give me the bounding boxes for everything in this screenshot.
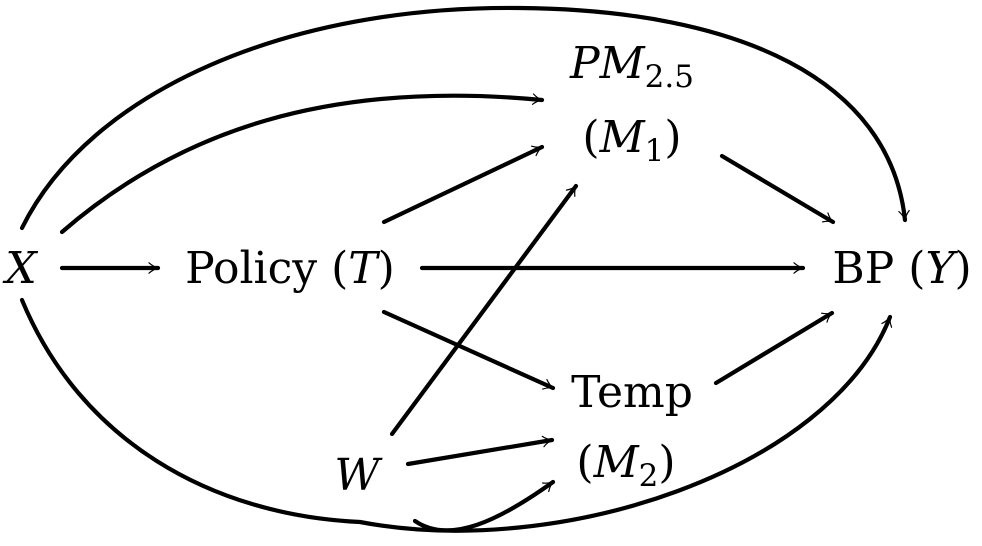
node-w: W <box>334 450 383 501</box>
edge-w-to-pm25 <box>389 183 579 437</box>
policy-name: Policy <box>185 243 317 294</box>
node-pm25: PM2.5 (M1) <box>569 38 694 169</box>
pm25-open-paren: ( <box>582 112 599 163</box>
bp-open-paren: ( <box>908 243 925 294</box>
edge-pm25-to-bp <box>719 153 836 225</box>
temp-close-paren: ) <box>658 437 675 488</box>
bp-name: BP <box>832 243 894 294</box>
node-x: X <box>2 243 38 294</box>
bp-close-paren: ) <box>955 243 972 294</box>
edge-temp-to-bp <box>713 310 835 386</box>
edge-policy-to-pm25 <box>381 144 545 225</box>
pm25-var-m: M <box>599 38 646 89</box>
node-pm25-symbol: (M1) <box>582 112 681 169</box>
temp-mvar: M <box>593 437 640 488</box>
node-temp: Temp (M2) <box>571 367 693 494</box>
node-bp: BP (Y) <box>832 243 971 294</box>
temp-open-paren: ( <box>576 437 593 488</box>
edge-w-to-temp-upper <box>405 435 555 467</box>
pm25-subscript: 2.5 <box>645 59 694 95</box>
edges <box>19 5 910 533</box>
pm25-msub: 1 <box>645 133 665 169</box>
pm25-mvar: M <box>599 112 646 163</box>
pm25-var-p: P <box>569 38 601 89</box>
node-temp-symbol: (M2) <box>576 437 675 494</box>
node-policy: Policy (T) <box>185 243 395 294</box>
policy-var: T <box>348 243 381 294</box>
node-policy-label: Policy (T) <box>185 243 395 294</box>
edge-policy-to-temp <box>381 309 556 391</box>
edge-x-to-bp-lower-arc <box>19 297 893 533</box>
edge-x-to-bp-upper-arc <box>19 5 910 231</box>
temp-msub: 2 <box>639 458 659 494</box>
node-x-label: X <box>2 243 38 294</box>
node-temp-name: Temp <box>571 367 693 418</box>
node-w-label: W <box>334 450 383 501</box>
policy-open-paren: ( <box>331 243 348 294</box>
edge-w-to-temp-lower <box>412 479 556 533</box>
node-pm25-name: PM2.5 <box>569 38 694 95</box>
pm25-close-paren: ) <box>664 112 681 163</box>
edge-x-to-pm25 <box>59 93 545 235</box>
policy-close-paren: ) <box>378 243 395 294</box>
bp-var: Y <box>925 243 958 294</box>
node-bp-label: BP (Y) <box>832 243 971 294</box>
